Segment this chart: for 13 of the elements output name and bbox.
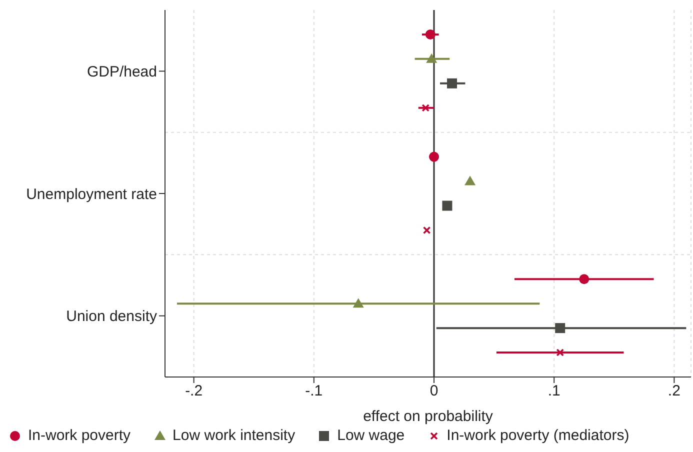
- legend-label: Low wage: [337, 427, 405, 444]
- y-tick-label: Unemployment rate: [26, 186, 157, 203]
- y-tick-label: Union density: [66, 308, 158, 326]
- x-tick-label: -.2: [185, 382, 203, 400]
- legend-label: Low work intensity: [172, 427, 296, 444]
- legend-label: In-work poverty: [28, 427, 131, 444]
- x-tick-label: -.1: [305, 382, 323, 400]
- x-tick-label: 0: [430, 382, 438, 400]
- y-tick-label: GDP/head: [86, 63, 157, 80]
- x-axis-title: effect on probability: [363, 408, 494, 425]
- x-tick-label: .2: [668, 382, 680, 400]
- legend-label: In-work poverty (mediators): [446, 427, 630, 444]
- x-tick-label: .1: [548, 382, 560, 400]
